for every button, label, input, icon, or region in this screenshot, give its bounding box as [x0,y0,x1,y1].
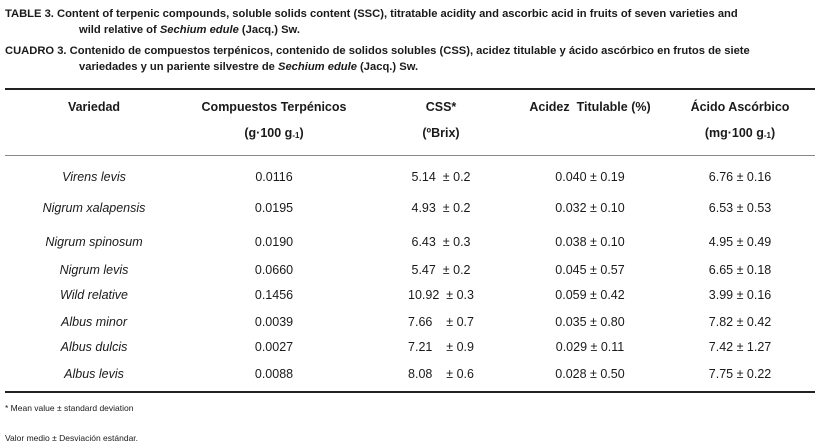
table-row-terpenic: 0.0190 [254,235,294,249]
table-row-ascorbic: 6.65 ± 0.18 [708,263,772,277]
header-terpenic-unit: (g·100 g-1) [244,126,304,140]
table-row-variety: Nigrum spinosum [45,235,143,249]
table-row-css: 6.43 ± 0.3 [411,235,471,249]
footnote-spanish: Valor medio ± Desviación estándar. [5,433,139,443]
caption-spanish: CUADRO 3. Contenido de compuestos terpén… [5,45,750,73]
table-row-ascorbic: 6.53 ± 0.53 [708,201,772,215]
header-css: CSS* [425,100,457,114]
table-row-acidity: 0.038 ± 0.10 [555,235,625,249]
table-row-css: 5.47 ± 0.2 [411,263,471,277]
table-row-acidity: 0.029 ± 0.11 [555,340,625,354]
table-row-variety: Nigrum xalapensis [42,201,146,215]
table-row-ascorbic: 4.95 ± 0.49 [708,235,772,249]
table-row-terpenic: 0.0660 [254,263,294,277]
table-row-css: 8.08 ± 0.6 [408,367,474,381]
table-row-variety: Albus dulcis [60,340,128,354]
table-row-css: 7.21 ± 0.9 [408,340,474,354]
table-row-css: 4.93 ± 0.2 [411,201,471,215]
header-ascorbic-unit: (mg·100 g-1) [704,126,776,140]
header-terpenic: Compuestos Terpénicos [201,100,347,114]
table-top-rule [5,88,815,90]
table-row-terpenic: 0.0088 [254,367,294,381]
table-row-terpenic: 0.0027 [254,340,294,354]
table-row-terpenic: 0.0195 [254,201,294,215]
header-acidity: Acidez Titulable (%) [529,100,651,114]
table-row-css: 7.66 ± 0.7 [408,315,474,329]
table-row-ascorbic: 7.75 ± 0.22 [708,367,772,381]
table-row-css: 10.92 ± 0.3 [408,288,474,302]
table-row-acidity: 0.028 ± 0.50 [555,367,625,381]
header-css-unit: (ºBrix) [422,126,460,140]
footnote-english: * Mean value ± standard deviation [5,403,134,413]
table-row-variety: Wild relative [60,288,128,302]
table-row-variety: Albus levis [64,367,124,381]
table-row-variety: Virens levis [62,170,126,184]
table-row-ascorbic: 3.99 ± 0.16 [708,288,772,302]
caption-english: TABLE 3. Content of terpenic compounds, … [5,8,738,36]
header-variety: Variedad [67,100,121,114]
table-row-acidity: 0.059 ± 0.42 [555,288,625,302]
table-row-ascorbic: 6.76 ± 0.16 [708,170,772,184]
table-row-acidity: 0.035 ± 0.80 [555,315,625,329]
header-ascorbic: Ácido Ascórbico [690,100,790,114]
table-row-acidity: 0.045 ± 0.57 [555,263,625,277]
table-row-variety: Nigrum levis [59,263,129,277]
table-bottom-rule [5,391,815,393]
table-row-ascorbic: 7.42 ± 1.27 [708,340,772,354]
table-row-terpenic: 0.0116 [255,170,293,184]
table-row-acidity: 0.032 ± 0.10 [555,201,625,215]
table-header-rule [5,155,815,156]
table-row-css: 5.14 ± 0.2 [411,170,471,184]
table-row-variety: Albus minor [61,315,127,329]
table-row-terpenic: 0.1456 [254,288,294,302]
table-row-ascorbic: 7.82 ± 0.42 [708,315,772,329]
table-row-terpenic: 0.0039 [254,315,294,329]
table-row-acidity: 0.040 ± 0.19 [555,170,625,184]
